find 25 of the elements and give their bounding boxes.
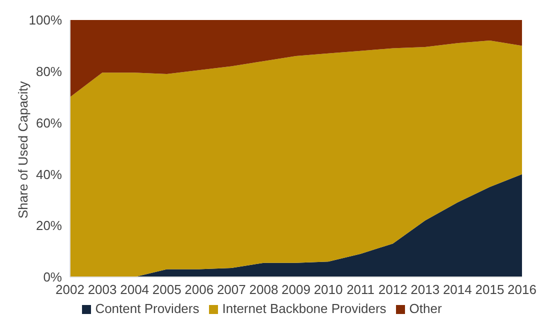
y-tick-label: 20% xyxy=(36,218,62,234)
y-tick-label: 0% xyxy=(43,270,62,285)
x-tick-label: 2007 xyxy=(216,282,246,298)
x-tick-label: 2012 xyxy=(378,282,408,298)
x-tick-label: 2009 xyxy=(282,282,310,298)
y-tick-label: 40% xyxy=(36,166,62,182)
y-tick-label: 80% xyxy=(36,64,62,80)
x-tick-label: 2002 xyxy=(56,282,84,298)
x-tick-label: 2011 xyxy=(346,282,375,298)
x-tick-label: 2013 xyxy=(410,282,440,298)
x-tick-label: 2014 xyxy=(442,282,472,298)
y-tick-label: 100% xyxy=(28,12,62,28)
y-axis-title: Share of Used Capacity xyxy=(16,80,31,218)
legend-label: Other xyxy=(409,301,442,316)
legend-label: Content Providers xyxy=(95,301,200,316)
legend-label: Internet Backbone Providers xyxy=(222,301,386,316)
x-tick-label: 2016 xyxy=(508,282,536,298)
x-tick-label: 2015 xyxy=(475,282,504,298)
x-tick-label: 2005 xyxy=(152,282,182,298)
x-tick-label: 2010 xyxy=(314,282,343,298)
x-tick-label: 2003 xyxy=(88,282,117,298)
y-tick-label: 60% xyxy=(36,115,62,130)
x-tick-label: 2008 xyxy=(249,282,278,298)
x-tick-label: 2004 xyxy=(120,282,150,298)
x-tick-label: 2006 xyxy=(184,282,214,298)
